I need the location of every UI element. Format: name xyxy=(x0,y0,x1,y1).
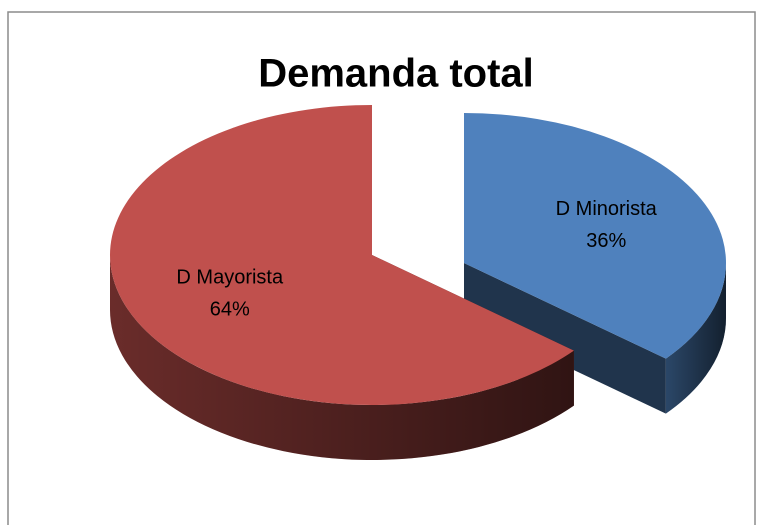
pie xyxy=(109,105,726,460)
slice-label-value: 64% xyxy=(210,299,250,321)
slice-label-name: D Mayorista xyxy=(176,267,284,289)
chart-title: Demanda total xyxy=(258,52,534,96)
slice-side-shading xyxy=(665,263,726,414)
slice-label-value: 36% xyxy=(586,230,626,252)
labels: D Minorista 36% D Mayorista 64% xyxy=(176,198,657,321)
slice-label-name: D Minorista xyxy=(556,198,658,220)
slice-cut-face xyxy=(464,263,666,414)
slice-side-shading xyxy=(110,255,574,460)
slice xyxy=(464,113,726,359)
slice xyxy=(109,105,574,406)
